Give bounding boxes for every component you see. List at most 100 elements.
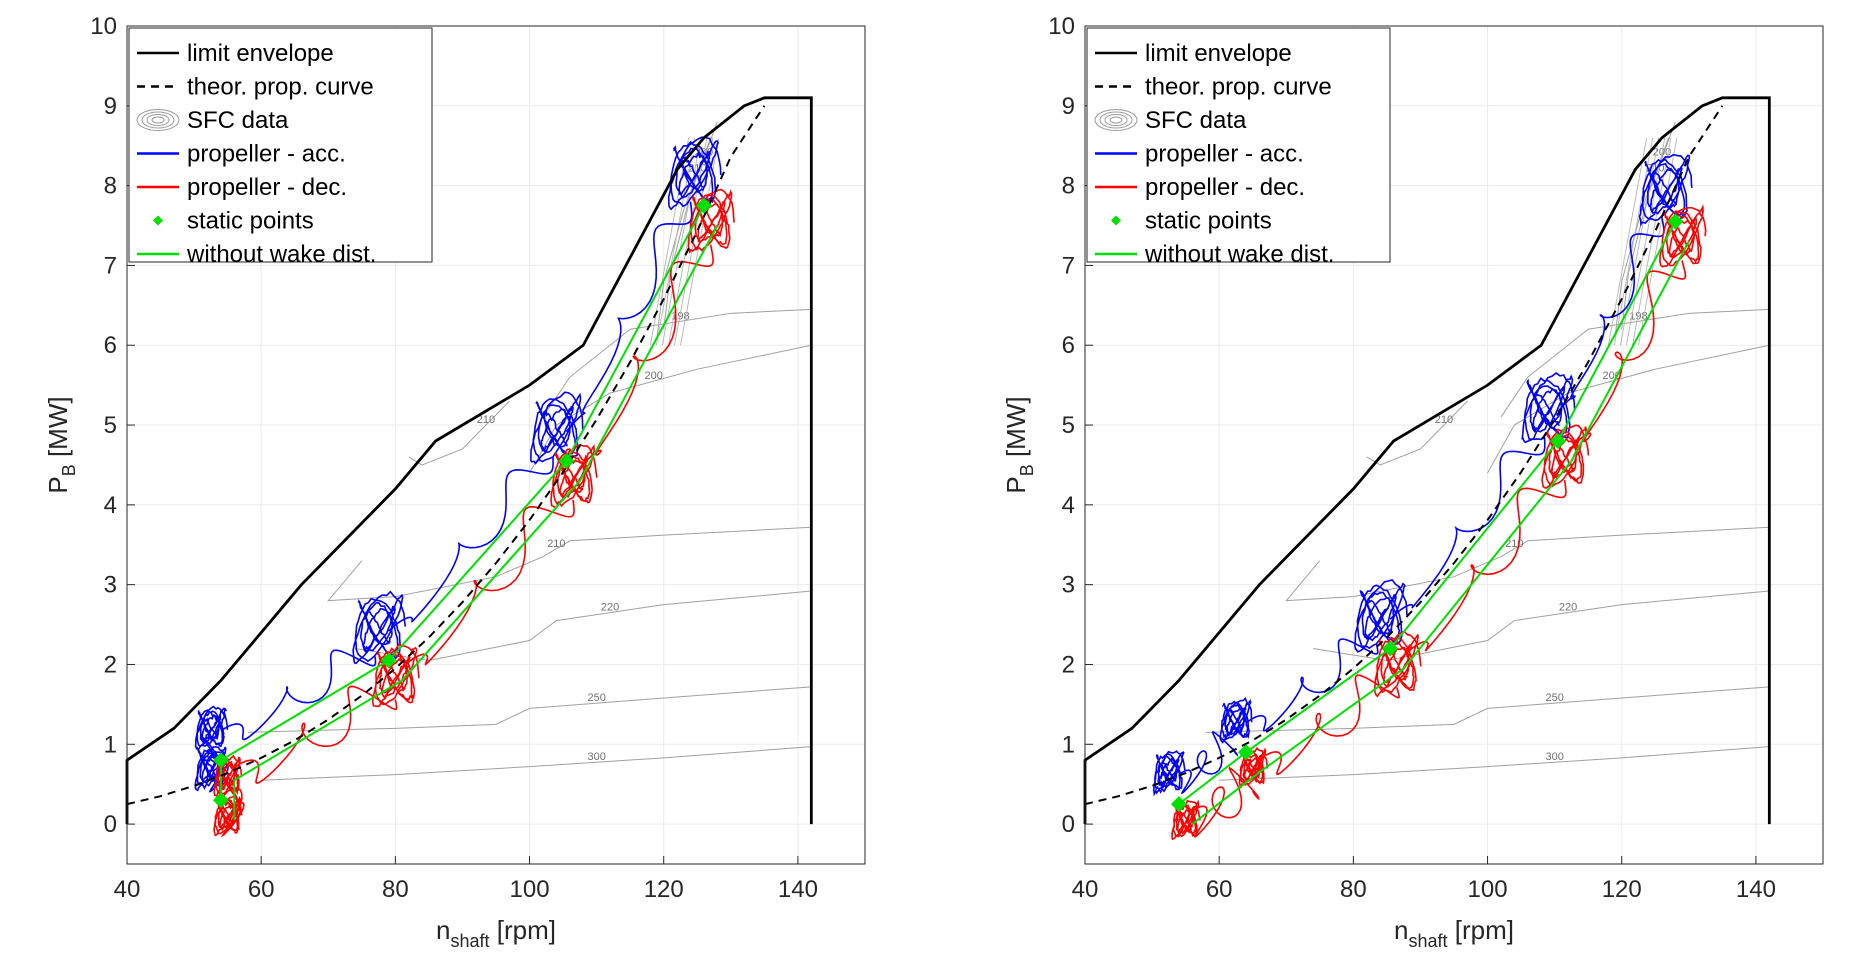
x-tick-label: 100 [1468,876,1508,903]
legend-swatch [1099,111,1133,129]
propeller-acc-trace [1638,153,1693,227]
legend-item: propeller - acc. [137,141,346,168]
static-point [212,792,229,809]
legend: limit envelope theor. prop. curve SFC data… [128,27,433,268]
y-tick-label: 10 [90,13,117,40]
x-tick-label: 120 [1602,876,1642,903]
without-wake-line [1191,241,1690,825]
sfc-contour-label: 210 [1435,414,1453,426]
x-axis-label: nshaft [rpm] [436,915,556,951]
y-axis-label-main: P [1001,476,1031,493]
legend-label: static points [1145,208,1272,235]
legend-swatch [146,114,170,126]
propeller-acc-trace [1389,436,1546,620]
propeller-dec-trace [579,244,714,469]
propeller-dec-trace [1258,674,1400,776]
axes-box [126,25,866,865]
propeller-acc-trace [1219,696,1253,744]
legend-label: propeller - acc. [187,141,346,168]
x-axis-label-unit: [rpm] [490,915,556,945]
legend-swatch [1111,215,1121,226]
sfc-contour-label: 210 [547,538,565,550]
propeller-acc-trace [1245,638,1379,732]
y-tick-label: 4 [1062,492,1075,519]
limit-envelope [1083,96,1771,825]
x-tick-label: 40 [114,876,141,903]
x-tick-label: 40 [1072,876,1099,903]
legend-item: without wake dist. [137,241,376,268]
legend-label: theor. prop. curve [187,74,374,101]
sfc-contour-label: 300 [1545,751,1563,763]
propeller-dec-trace [687,188,735,254]
propeller-acc-trace [388,456,554,632]
static-point [1667,213,1684,230]
legend-label: static points [187,208,314,235]
legend-item: without wake dist. [1095,241,1334,268]
propeller-dec-trace [1541,424,1590,489]
sfc-contour-line [1500,308,1770,418]
axes: 40 60 80 100 120 140 0 1 2 3 4 5 6 7 8 9 10 [1048,13,1776,903]
sfc-contour-line [327,526,812,602]
y-axis-label-unit: [MW] [1001,396,1031,464]
legend-label: without wake dist. [186,241,376,268]
sfc-contour-line [1219,746,1770,781]
legend-box [128,27,433,263]
propeller-dec-trace [1373,630,1422,698]
y-tick-label: 5 [1062,412,1075,439]
sfc-contour-label: 300 [587,751,605,763]
propeller-acc-trace [1557,217,1665,413]
y-tick-label: 8 [1062,173,1075,200]
static-point [1549,433,1566,450]
legend-item: limit envelope [1095,40,1292,67]
sfc-contour-label: 210 [477,414,495,426]
x-axis-label-sub: shaft [450,931,489,951]
legend-label: SFC data [1145,107,1247,134]
y-tick-label: 7 [1062,252,1075,279]
legend-swatch [1094,109,1138,131]
static-point [380,652,397,669]
legend-label: propeller - acc. [1145,141,1304,168]
y-tick-label: 0 [1062,811,1075,838]
sfc-contour-line [355,590,812,661]
legend-box [1086,27,1391,263]
x-tick-label: 80 [1340,876,1367,903]
sfc-contour-line [1285,526,1770,602]
propeller-dec-trace [233,685,398,785]
y-tick-label: 7 [104,252,117,279]
y-tick-label: 1 [1062,731,1075,758]
propeller-acc-trace [1152,750,1186,797]
y-tick-label: 0 [104,811,117,838]
propeller-dec-trace [550,444,598,509]
sfc-contour-line [542,308,812,418]
x-tick-label: 100 [510,876,550,903]
x-tick-label: 120 [644,876,684,903]
legend-label: SFC data [187,107,289,134]
propeller-dec-trace [213,754,243,797]
static-point [1382,640,1399,657]
y-tick-label: 9 [1062,93,1075,120]
sfc-contour-dense [1632,137,1672,346]
y-tick-label: 2 [1062,651,1075,678]
y-tick-label: 3 [104,572,117,599]
y-tick-label: 9 [104,93,117,120]
sfc-contour-line [261,746,812,781]
y-tick-label: 2 [104,651,117,678]
legend-item: theor. prop. curve [1095,74,1332,101]
without-wake-line [1178,221,1677,805]
static-point [695,197,712,214]
limit-envelope [125,96,813,825]
propeller-dec-trace [1659,204,1707,268]
propeller-acc-trace [194,705,229,752]
sfc-contour-line [408,400,510,466]
legend-item: static points [153,208,314,235]
legend: limit envelope theor. prop. curve SFC data… [1086,27,1391,268]
x-tick-label: 60 [1206,876,1233,903]
y-tick-label: 6 [1062,332,1075,359]
sfc-contour-label: 250 [1545,692,1563,704]
sfc-contour-line [1366,400,1468,466]
axes: 40 60 80 100 120 140 0 1 2 3 4 5 6 7 8 9 10 [90,13,818,903]
static-point [1170,796,1187,813]
propeller-acc-trace [667,136,722,211]
y-axis-label-sub: B [1017,464,1037,476]
